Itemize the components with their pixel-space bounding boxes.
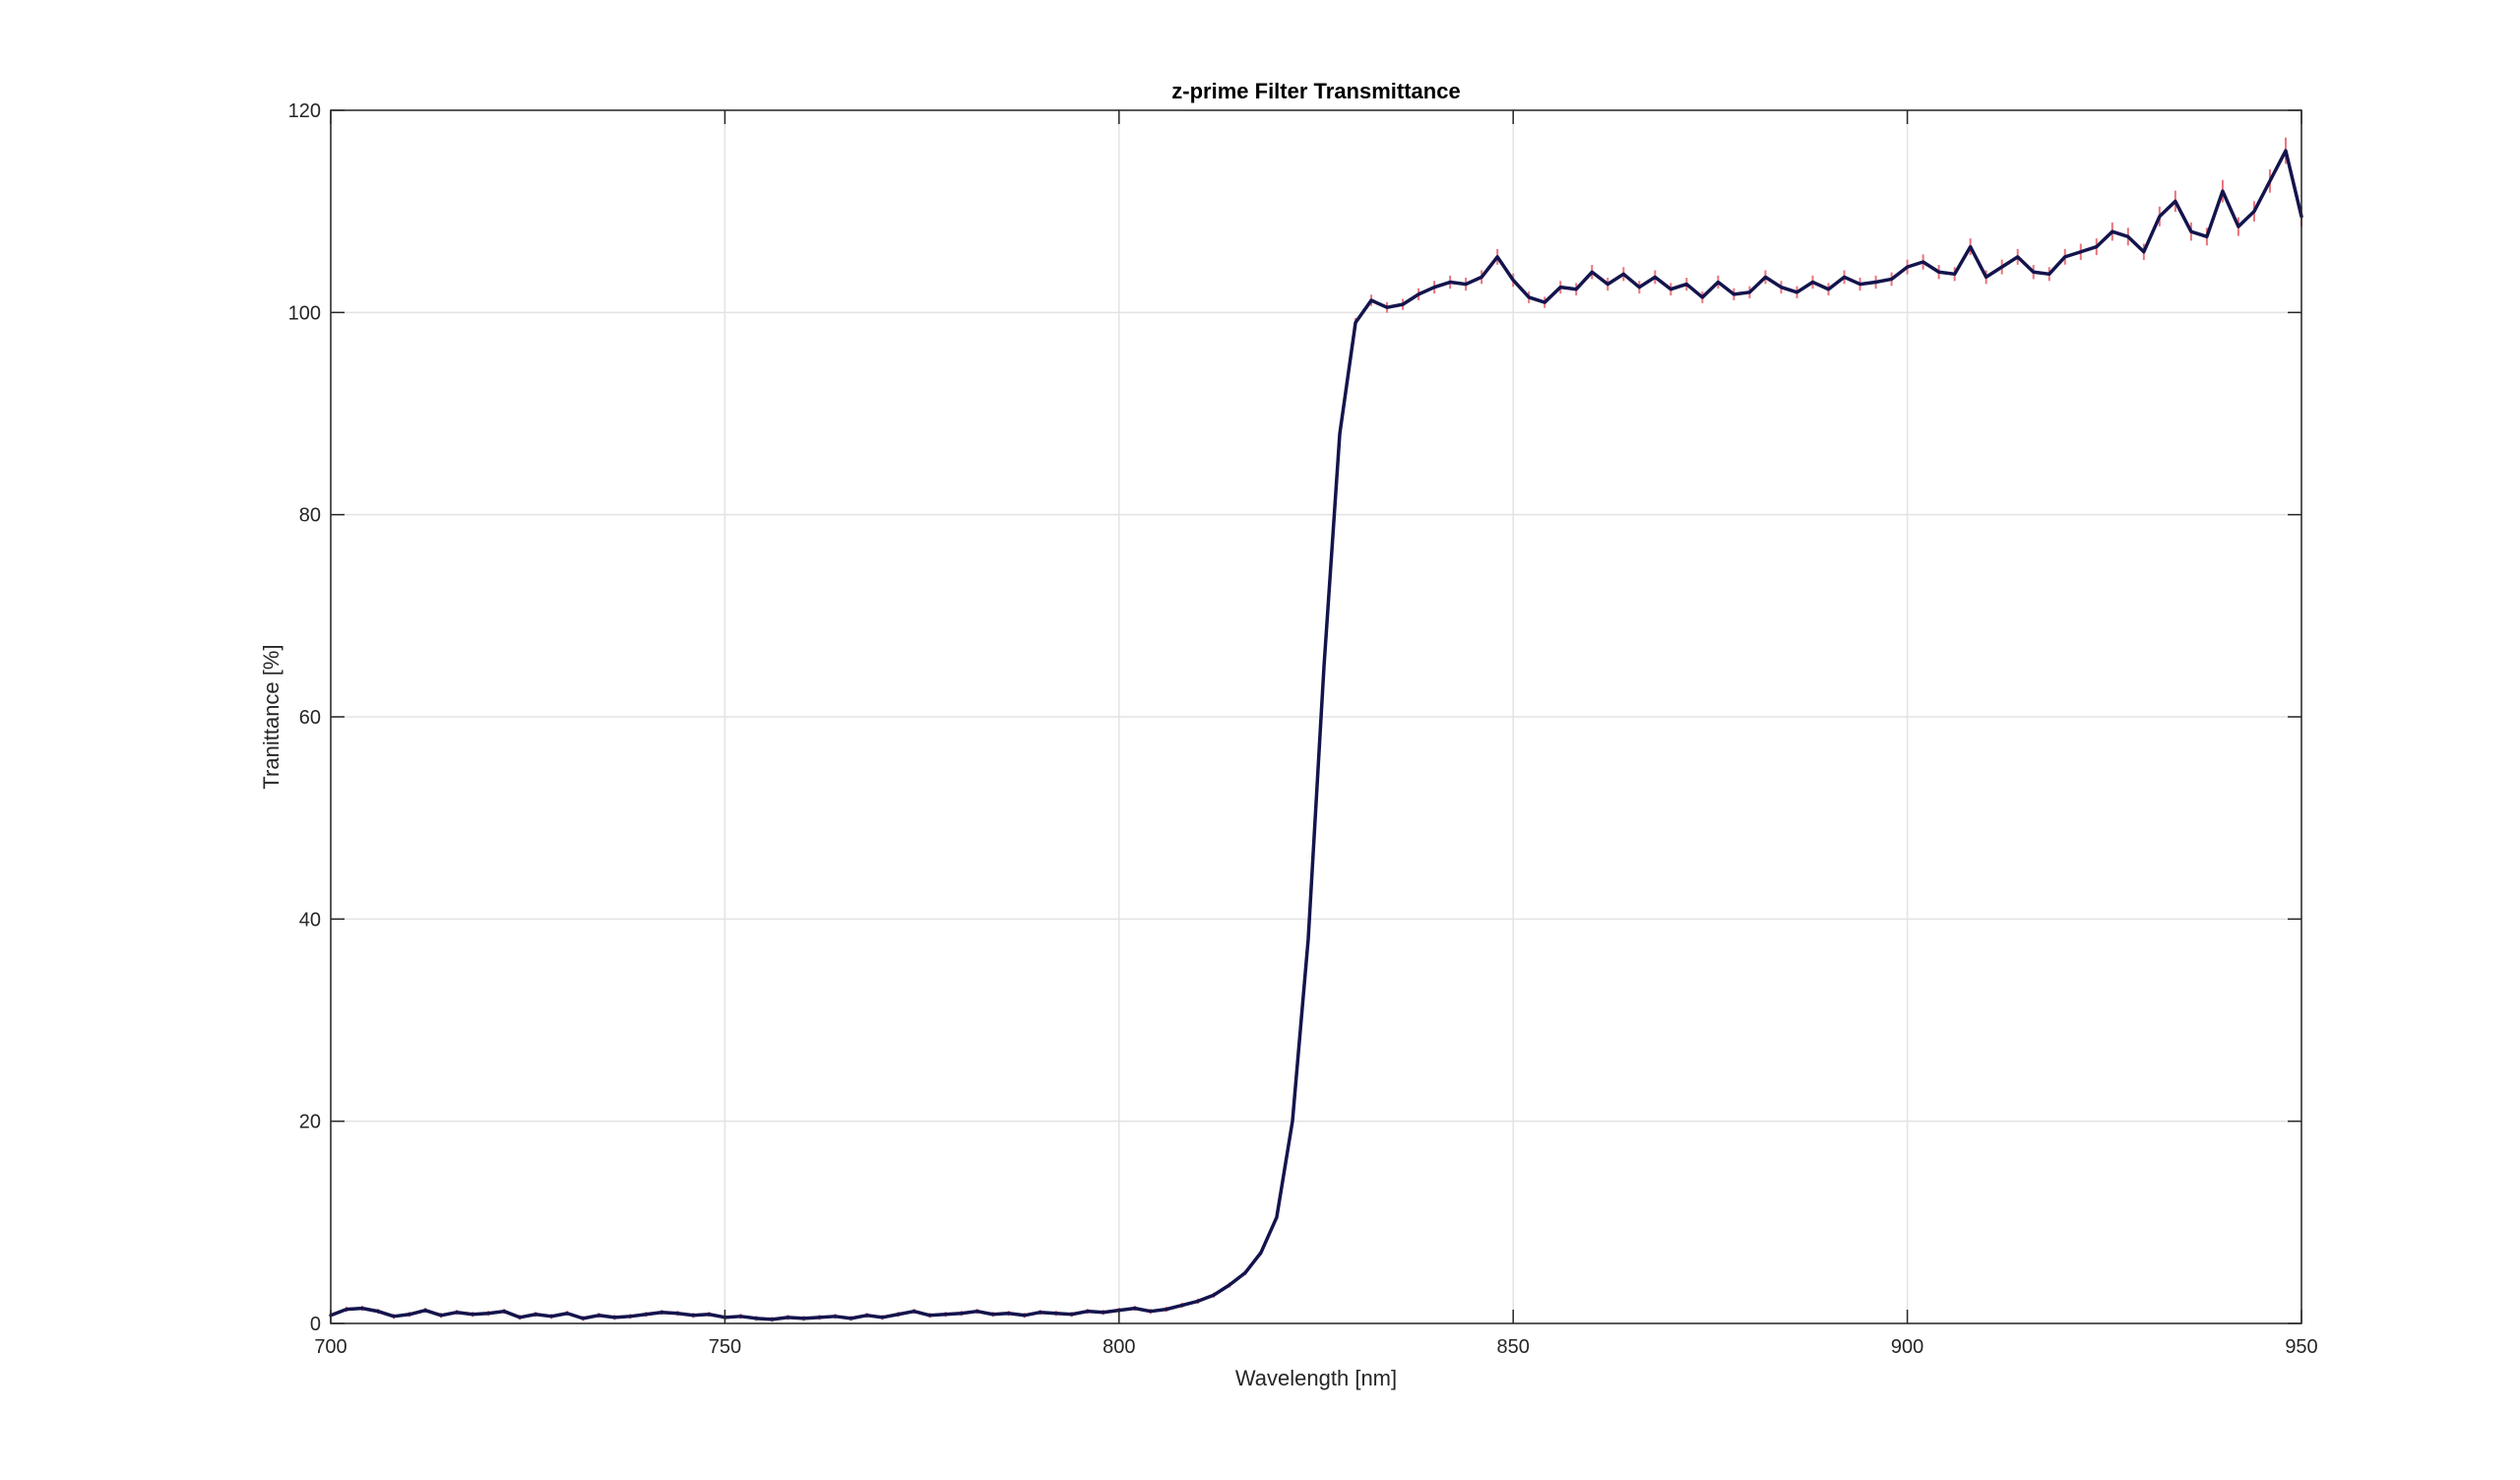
x-tick-label: 950 [2285,1336,2317,1358]
y-tick-label: 120 [288,100,321,122]
x-tick-label: 900 [1891,1336,1923,1358]
x-tick-label: 800 [1102,1336,1135,1358]
series-layer [329,149,2303,1321]
series-line-0 [329,149,2303,1321]
grid-layer [330,109,2302,1324]
chart-title: z-prime Filter Transmittance [1171,79,1460,103]
y-tick-label: 40 [299,909,321,931]
x-tick-label: 700 [314,1336,346,1358]
y-tick-label: 60 [299,707,321,729]
y-tick-label: 80 [299,505,321,527]
y-tick-label: 20 [299,1112,321,1133]
y-tick-label: 0 [310,1314,321,1335]
x-tick-label: 750 [709,1336,741,1358]
axes-layer: 700 750 800 850 900 950 0 20 40 60 80 100 120 [288,100,2318,1358]
x-axis-label: Wavelength [nm] [1235,1366,1397,1390]
y-tick-label: 100 [288,302,321,324]
y-axis-label: Tranittance [%] [259,644,284,789]
x-tick-label: 850 [1497,1336,1530,1358]
label-layer: z-prime Filter Transmittance Wavelength … [259,79,1461,1390]
